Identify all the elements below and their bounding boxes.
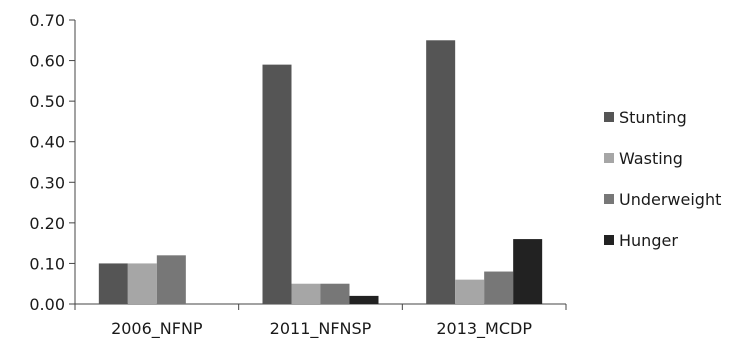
y-tick-label: 0.70 — [29, 11, 65, 30]
y-tick-label: 0.20 — [29, 214, 65, 233]
bar-stunting-2013_mcdp — [426, 40, 456, 305]
x-category-label: 2013_MCDP — [436, 319, 532, 339]
x-category-label: 2006_NFNP — [111, 319, 203, 339]
bar-wasting-2011_nfnsp — [291, 283, 321, 304]
bar-underweight-2013_mcdp — [484, 271, 514, 304]
x-axis: 2006_NFNP 2011_NFNSP 2013_MCDP — [74, 303, 567, 339]
bar-underweight-2006_nfnp — [156, 255, 186, 304]
bar-hunger-2013_mcdp — [513, 239, 543, 304]
y-axis: 0.00 0.10 0.20 0.30 0.40 0.50 0.60 0.70 — [29, 11, 76, 314]
legend: Stunting Wasting Underweight Hunger — [604, 108, 721, 250]
y-tick-label: 0.00 — [29, 295, 65, 314]
bar-wasting-2006_nfnp — [127, 263, 157, 304]
bar-wasting-2013_mcdp — [455, 279, 485, 304]
legend-label-wasting: Wasting — [619, 149, 683, 168]
legend-swatch-hunger — [604, 235, 614, 245]
bar-stunting-2006_nfnp — [98, 263, 128, 304]
y-tick-label: 0.10 — [29, 254, 65, 273]
bar-stunting-2011_nfnsp — [262, 64, 292, 304]
x-category-label: 2011_NFNSP — [270, 319, 372, 339]
legend-label-hunger: Hunger — [619, 231, 678, 250]
bar-hunger-2011_nfnsp — [349, 295, 379, 304]
legend-swatch-underweight — [604, 194, 614, 204]
bar-underweight-2011_nfnsp — [320, 283, 350, 304]
legend-label-stunting: Stunting — [619, 108, 687, 127]
legend-swatch-stunting — [604, 112, 614, 122]
legend-swatch-wasting — [604, 153, 614, 163]
y-tick-label: 0.60 — [29, 52, 65, 71]
y-tick-label: 0.50 — [29, 92, 65, 111]
y-tick-label: 0.40 — [29, 133, 65, 152]
y-tick-label: 0.30 — [29, 173, 65, 192]
legend-label-underweight: Underweight — [619, 190, 721, 209]
bars — [98, 40, 543, 305]
